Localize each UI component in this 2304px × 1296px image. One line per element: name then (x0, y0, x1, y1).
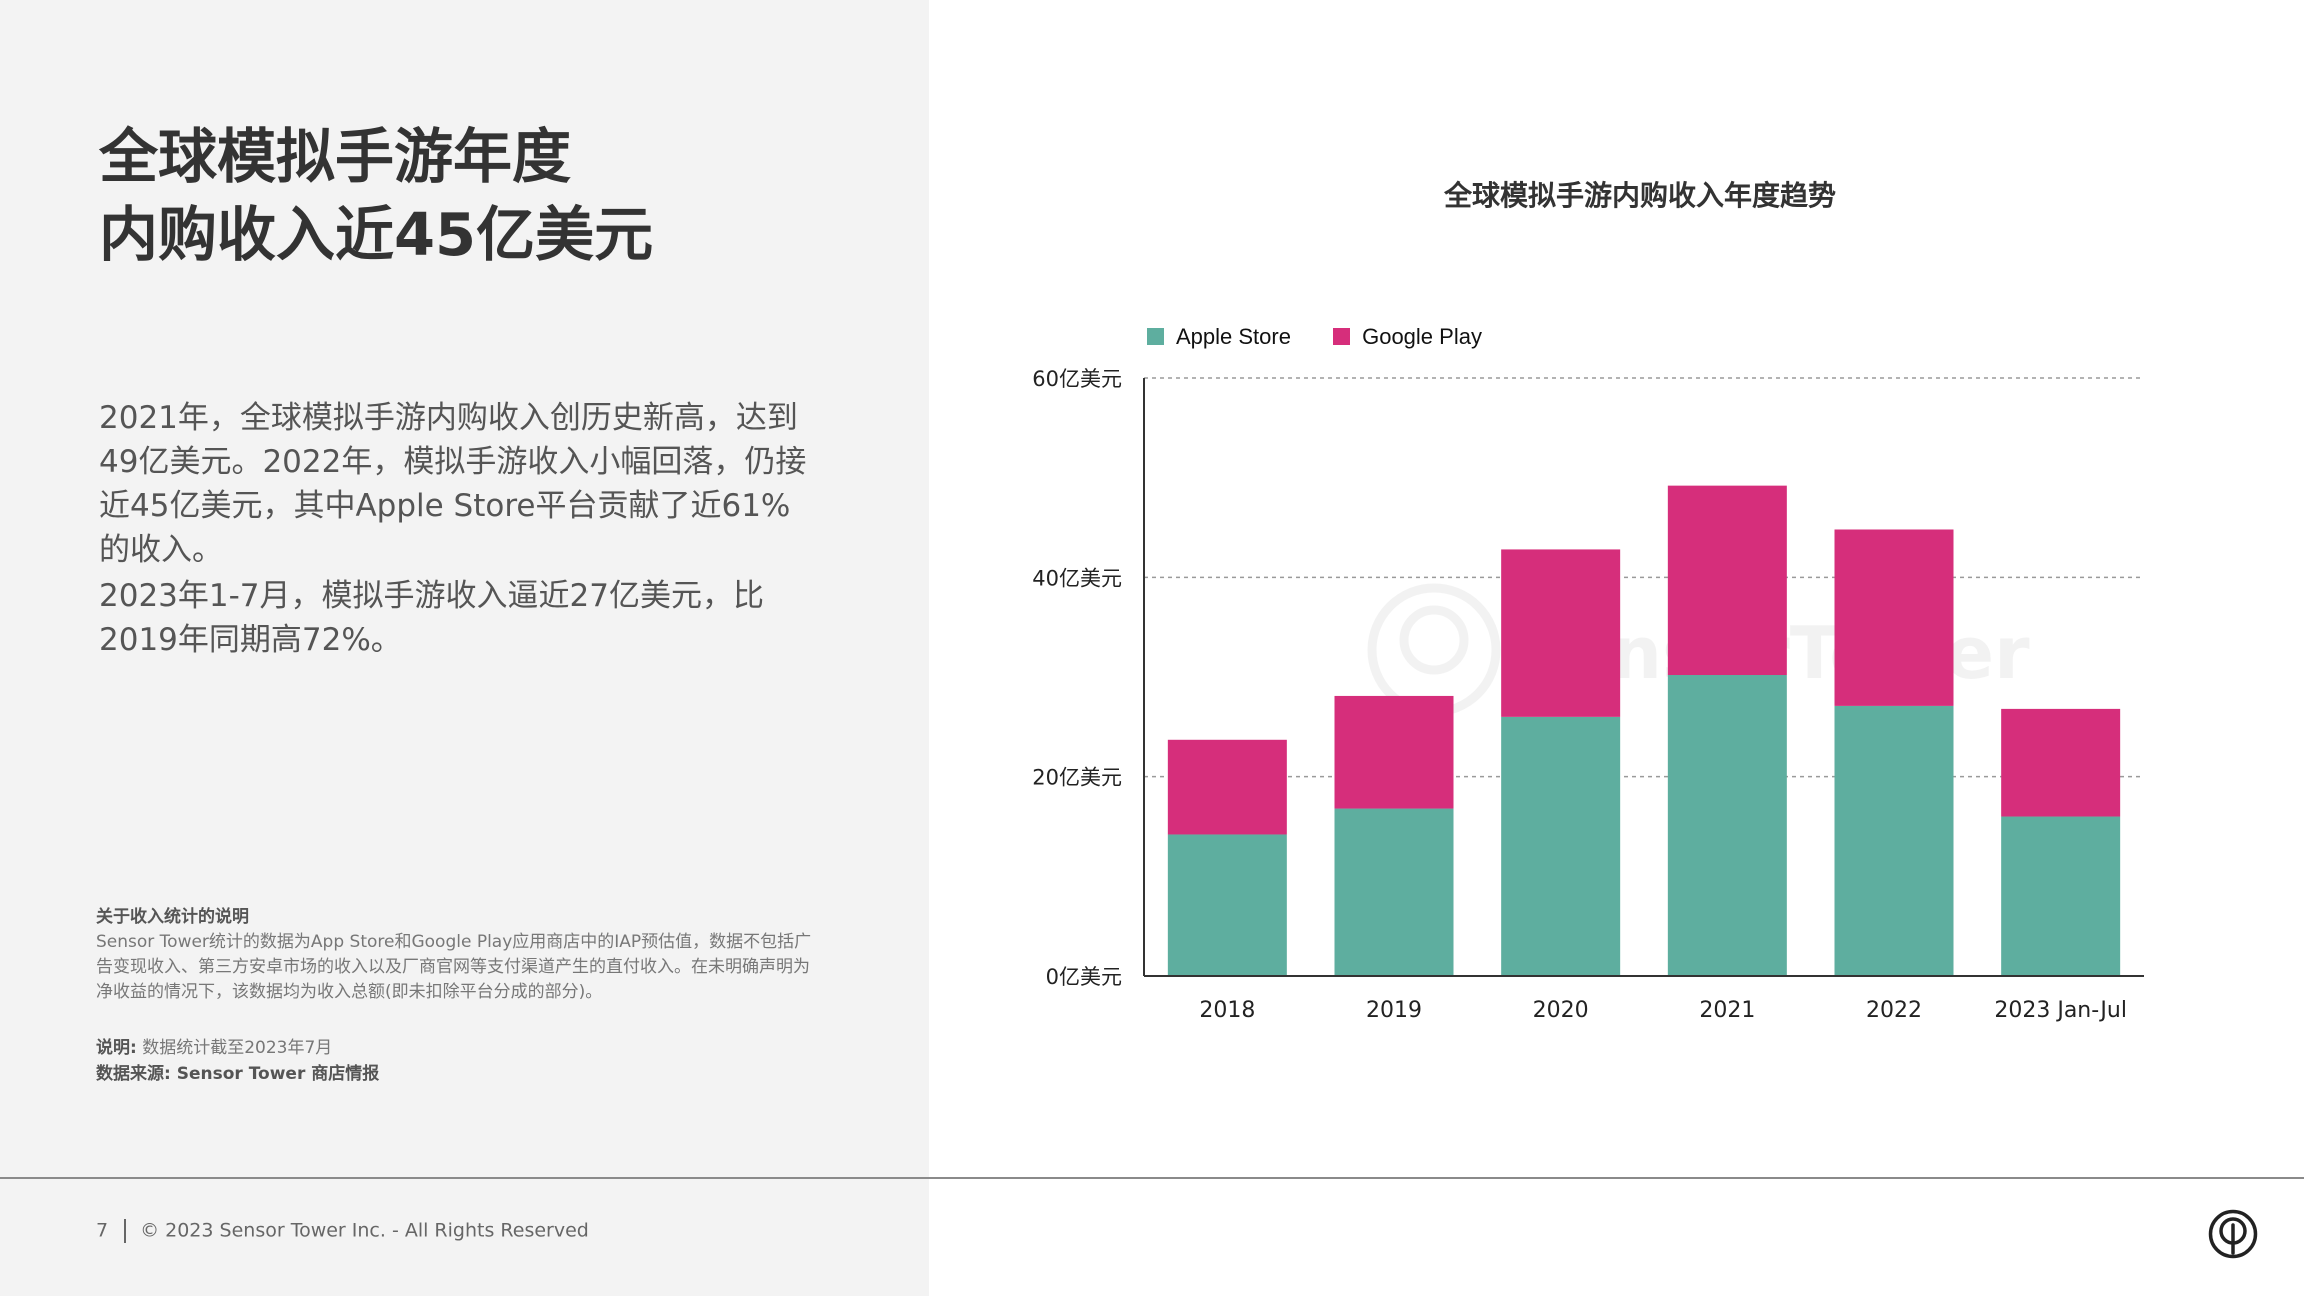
x-tick-label: 2023 Jan-Jul (1994, 998, 2127, 1023)
bar-google-play (1334, 695, 1454, 809)
chart-legend: Apple Store Google Play (1147, 324, 1518, 350)
chart-title: 全球模拟手游内购收入年度趋势 (1443, 179, 1836, 212)
legend-label-google-play: Google Play (1362, 324, 1482, 349)
copyright: © 2023 Sensor Tower Inc. - All Rights Re… (140, 1219, 589, 1242)
summary-paragraph-2: 2023年1-7月，模拟手游收入逼近27亿美元，比2019年同期高72%。 (99, 578, 764, 658)
y-tick-label: 20亿美元 (1032, 766, 1122, 790)
bar-google-play (2001, 708, 2121, 817)
revenue-note-body: Sensor Tower统计的数据为App Store和Google Play应… (96, 932, 812, 1002)
bar-apple-store (1834, 705, 1954, 976)
page-title: 全球模拟手游年度 内购收入近45亿美元 (99, 118, 653, 274)
page-number: 7 (96, 1219, 109, 1242)
x-tick-label: 2022 (1866, 998, 1922, 1023)
watermark-logo-inner (1399, 605, 1469, 675)
bar-google-play (1834, 529, 1954, 706)
footer-divider (0, 1177, 2304, 1179)
legend-item-google-play: Google Play (1333, 324, 1482, 350)
legend-label-apple-store: Apple Store (1176, 324, 1291, 349)
left-panel (0, 0, 929, 1296)
title-line-2: 内购收入近45亿美元 (99, 200, 654, 269)
bar-apple-store (1667, 675, 1787, 976)
data-notes: 说明: 数据统计截至2023年7月 数据来源: Sensor Tower 商店情… (96, 1035, 816, 1087)
legend-swatch-google-play (1333, 328, 1351, 345)
x-tick-label: 2019 (1366, 998, 1422, 1023)
bar-google-play (1667, 485, 1787, 676)
legend-swatch-apple-store (1147, 328, 1164, 345)
y-tick-label: 0亿美元 (1046, 965, 1122, 989)
y-tick-label: 60亿美元 (1032, 367, 1122, 391)
data-source: 数据来源: Sensor Tower 商店情报 (96, 1064, 380, 1084)
x-tick-label: 2020 (1533, 998, 1589, 1023)
bar-apple-store (2001, 816, 2121, 976)
bar-apple-store (1167, 834, 1287, 976)
footer-separator (124, 1219, 127, 1243)
explain-label: 说明: (96, 1038, 137, 1058)
y-tick-label: 40亿美元 (1032, 566, 1122, 590)
footer: 7 © 2023 Sensor Tower Inc. - All Rights R… (96, 1219, 589, 1243)
revenue-note-heading: 关于收入统计的说明 (96, 907, 249, 927)
explain-line: 说明: 数据统计截至2023年7月 (96, 1035, 816, 1061)
explain-text: 数据统计截至2023年7月 (142, 1038, 333, 1058)
bar-apple-store (1501, 716, 1621, 976)
legend-item-apple-store: Apple Store (1147, 324, 1291, 350)
bar-google-play (1167, 739, 1287, 835)
title-line-1: 全球模拟手游年度 (99, 122, 572, 191)
x-tick-label: 2021 (1699, 998, 1755, 1023)
revenue-note: 关于收入统计的说明 Sensor Tower统计的数据为App Store和Go… (96, 905, 816, 1005)
summary-paragraph-1: 2021年，全球模拟手游内购收入创历史新高，达到49亿美元。2022年，模拟手游… (99, 400, 807, 568)
x-tick-label: 2018 (1199, 998, 1255, 1023)
sensor-tower-logo-icon (2208, 1209, 2258, 1259)
bar-google-play (1501, 549, 1621, 717)
bar-apple-store (1334, 808, 1454, 976)
